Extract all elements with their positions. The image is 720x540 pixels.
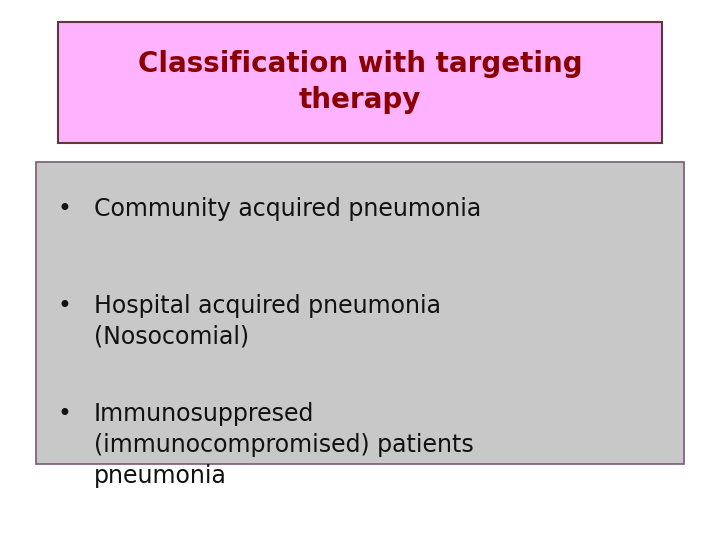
Text: Classification with targeting
therapy: Classification with targeting therapy xyxy=(138,51,582,114)
Text: •: • xyxy=(58,294,72,318)
Text: •: • xyxy=(58,402,72,426)
Text: Community acquired pneumonia: Community acquired pneumonia xyxy=(94,197,481,221)
Text: Hospital acquired pneumonia
(Nosocomial): Hospital acquired pneumonia (Nosocomial) xyxy=(94,294,441,349)
FancyBboxPatch shape xyxy=(36,162,684,464)
FancyBboxPatch shape xyxy=(58,22,662,143)
Text: •: • xyxy=(58,197,72,221)
Text: Immunosuppresed
(immunocompromised) patients
pneumonia: Immunosuppresed (immunocompromised) pati… xyxy=(94,402,473,488)
